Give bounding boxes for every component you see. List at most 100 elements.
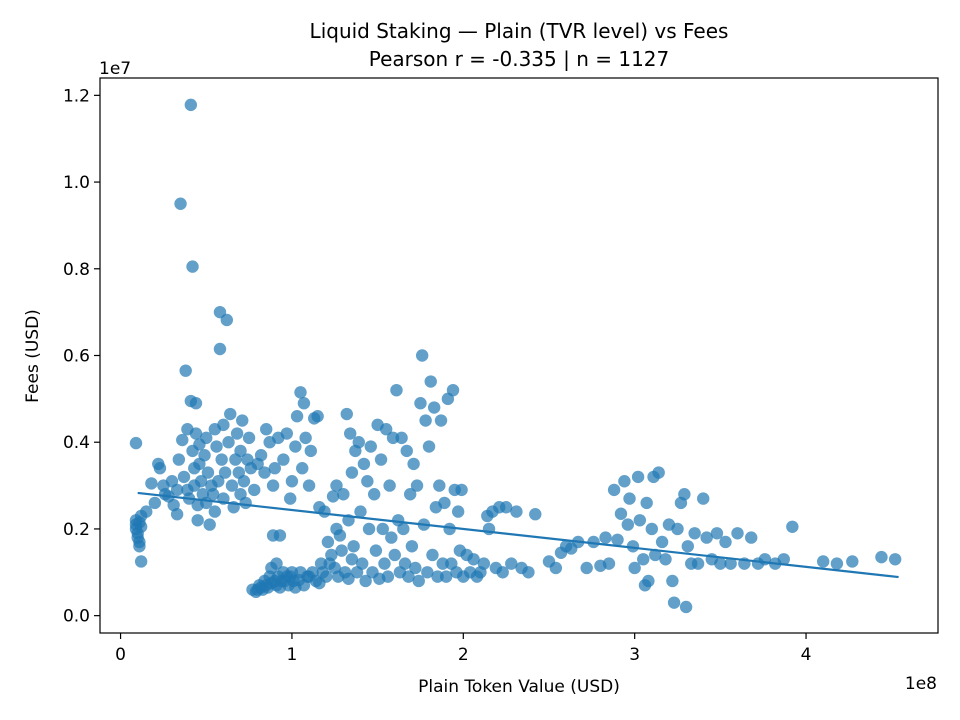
- data-point: [443, 522, 456, 536]
- y-tick-label: 0.8: [63, 260, 90, 280]
- data-point: [242, 431, 256, 445]
- data-point: [422, 440, 436, 453]
- data-point: [344, 427, 357, 440]
- data-point: [354, 505, 367, 518]
- data-point: [133, 540, 146, 553]
- data-point: [237, 475, 251, 488]
- data-point: [320, 570, 333, 583]
- data-point: [427, 401, 441, 414]
- data-point: [888, 553, 902, 566]
- data-point: [655, 535, 669, 549]
- data-point: [607, 483, 621, 497]
- data-point: [367, 488, 381, 501]
- data-point: [356, 557, 369, 570]
- data-point: [134, 555, 148, 568]
- data-point: [697, 492, 710, 505]
- data-point: [688, 527, 701, 540]
- y-tick-label: 0.0: [63, 607, 90, 627]
- data-point: [268, 462, 281, 475]
- data-point: [446, 383, 460, 397]
- data-point: [455, 483, 468, 497]
- data-point: [140, 505, 153, 518]
- y-axis-label: Fees (USD): [23, 309, 43, 403]
- data-point: [184, 98, 198, 112]
- data-point: [424, 375, 437, 388]
- data-point: [816, 555, 830, 568]
- data-point: [236, 414, 249, 427]
- data-point: [633, 514, 647, 527]
- data-point: [407, 457, 420, 471]
- data-point: [378, 557, 391, 570]
- data-point: [580, 561, 593, 575]
- data-point: [176, 433, 189, 447]
- data-point: [280, 427, 293, 440]
- data-point: [186, 260, 199, 273]
- data-point: [325, 548, 338, 562]
- data-point: [549, 561, 563, 575]
- data-point: [710, 527, 724, 540]
- x-axis-multiplier: 1e8: [905, 674, 937, 694]
- data-point: [213, 342, 227, 356]
- data-point: [431, 570, 444, 583]
- x-tick-label: 4: [801, 645, 812, 665]
- data-point: [260, 423, 273, 436]
- data-point: [614, 507, 628, 520]
- data-point: [374, 453, 388, 466]
- data-point: [321, 535, 335, 549]
- data-point: [266, 479, 280, 492]
- data-point: [357, 457, 371, 471]
- data-point: [215, 453, 228, 466]
- plot-area: [129, 98, 902, 614]
- data-point: [200, 431, 213, 445]
- data-point: [505, 557, 518, 570]
- y-axis-multiplier: 1e7: [99, 59, 131, 79]
- data-point: [402, 570, 415, 583]
- data-point: [388, 548, 401, 562]
- data-point: [421, 566, 434, 579]
- data-point: [212, 475, 225, 488]
- data-point: [189, 397, 203, 410]
- data-point: [248, 483, 261, 497]
- data-point: [352, 436, 365, 449]
- data-point: [210, 440, 223, 453]
- x-tick-label: 0: [115, 645, 126, 665]
- data-point: [294, 386, 307, 399]
- data-point: [724, 557, 737, 570]
- data-point: [333, 529, 347, 542]
- data-point: [830, 557, 844, 570]
- data-point: [621, 518, 635, 531]
- data-point: [225, 479, 239, 492]
- data-point: [618, 475, 631, 488]
- data-point: [499, 501, 513, 514]
- data-point: [361, 475, 374, 488]
- data-point: [409, 561, 422, 575]
- data-point: [198, 449, 211, 462]
- data-point: [217, 418, 230, 432]
- data-point: [258, 466, 271, 479]
- data-point: [270, 557, 283, 570]
- chart-title: Liquid Staking — Plain (TVR level) vs Fe…: [310, 19, 729, 43]
- data-point: [299, 431, 312, 445]
- data-point: [433, 479, 446, 492]
- y-tick-label: 0.2: [63, 520, 90, 540]
- data-point: [383, 479, 396, 492]
- data-point: [385, 531, 398, 544]
- data-point: [296, 462, 309, 475]
- data-point: [667, 596, 681, 609]
- data-point: [203, 518, 216, 531]
- data-point: [284, 492, 297, 505]
- data-point: [297, 397, 311, 410]
- data-point: [403, 488, 417, 501]
- data-point: [381, 570, 395, 583]
- data-point: [637, 553, 650, 566]
- data-point: [172, 453, 186, 466]
- data-point: [290, 410, 304, 423]
- data-point: [337, 488, 350, 501]
- data-point: [875, 550, 888, 564]
- data-point: [467, 553, 480, 566]
- x-tick-label: 1: [287, 645, 298, 665]
- data-point: [434, 414, 448, 427]
- data-point: [426, 548, 439, 562]
- data-point: [340, 407, 353, 421]
